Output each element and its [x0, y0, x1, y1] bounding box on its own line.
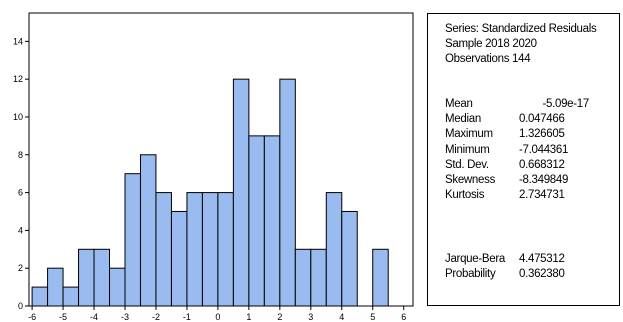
y-tick-label: 8	[18, 150, 23, 160]
observations-count: Observations 144	[445, 53, 531, 65]
stat-label: Minimum	[445, 143, 490, 156]
histogram-bar	[325, 192, 343, 307]
y-tick-label: 2	[18, 263, 23, 273]
histogram-bar	[186, 192, 203, 307]
x-tick-label: 0	[215, 312, 220, 322]
stat-row-probability: Probability 0.362380	[445, 267, 589, 282]
stat-label: Skewness	[445, 173, 496, 186]
stat-row-median: Median 0.047466	[445, 112, 589, 127]
histogram-bar	[78, 248, 95, 307]
histogram-bar	[124, 173, 141, 307]
plot-frame	[28, 12, 414, 307]
stat-value: 0.362380	[519, 268, 565, 281]
series-name: Series: Standardized Residuals	[445, 23, 597, 35]
histogram-bar	[201, 192, 219, 307]
histogram-bar	[263, 135, 281, 307]
stat-row-mean: Mean -5.09e-17	[445, 97, 589, 112]
stat-value: 1.326605	[519, 128, 565, 141]
x-tick-label: -2	[152, 312, 160, 322]
histogram-bar	[294, 248, 312, 307]
histogram-bar	[62, 286, 80, 307]
stat-label: Kurtosis	[445, 189, 485, 202]
y-tick-label: 6	[18, 188, 23, 198]
stats-header: Series: Standardized Residuals Sample 20…	[445, 22, 597, 67]
stat-row-std-dev: Std. Dev. 0.668312	[445, 158, 589, 173]
x-tick-label: -4	[90, 312, 98, 322]
histogram-bar	[155, 192, 172, 307]
stat-value: -7.044361	[519, 143, 569, 156]
x-tick-label: -5	[59, 312, 67, 322]
stat-value: 0.047466	[519, 113, 565, 126]
stat-label: Probability	[445, 268, 496, 281]
stat-row-kurtosis: Kurtosis 2.734731	[445, 188, 589, 203]
stat-label: Median	[445, 113, 481, 126]
stat-row-minimum: Minimum -7.044361	[445, 143, 589, 158]
stat-value: 4.475312	[519, 253, 565, 265]
y-tick-label: 14	[13, 36, 23, 46]
histogram-bar	[248, 135, 265, 307]
stat-label: Mean	[445, 98, 473, 110]
histogram-bar	[372, 248, 389, 307]
x-tick-label: 4	[339, 312, 344, 322]
x-tick-label: 3	[308, 312, 313, 322]
histogram-bar	[279, 78, 296, 307]
sample-range: Sample 2018 2020	[445, 38, 537, 50]
stat-value: 0.668312	[519, 158, 565, 171]
stat-label: Std. Dev.	[445, 158, 489, 171]
statistics-panel: Series: Standardized Residuals Sample 20…	[427, 13, 620, 306]
histogram-bar	[47, 267, 64, 307]
stat-value: 2.734731	[519, 189, 565, 202]
jarque-bera-table: Jarque-Bera 4.475312 Probability 0.36238…	[445, 252, 589, 282]
x-tick-label: 5	[370, 312, 375, 322]
stat-row-maximum: Maximum 1.326605	[445, 127, 589, 142]
histogram-bar	[31, 286, 49, 307]
stat-label: Maximum	[445, 128, 493, 141]
x-tick-label: 2	[277, 312, 282, 322]
stat-value: -5.09e-17	[542, 98, 589, 110]
histogram-bar	[232, 78, 250, 307]
x-tick-label: -6	[28, 312, 36, 322]
x-tick-label: -3	[121, 312, 129, 322]
descriptive-stats-table: Mean -5.09e-17 Median 0.047466 Maximum 1…	[445, 97, 589, 203]
histogram-bar	[139, 154, 157, 307]
stat-row-skewness: Skewness -8.349849	[445, 173, 589, 188]
stat-label: Jarque-Bera	[445, 253, 505, 265]
histogram-bar	[341, 210, 358, 307]
histogram-bar	[109, 267, 126, 307]
stat-row-jarque-bera: Jarque-Bera 4.475312	[445, 252, 589, 267]
y-tick-label: 10	[13, 112, 23, 122]
stat-value: -8.349849	[519, 173, 569, 186]
histogram-bar	[170, 210, 188, 307]
histogram-bar	[217, 192, 234, 307]
y-tick-label: 0	[18, 301, 23, 311]
y-tick-label: 12	[13, 74, 23, 84]
x-tick-label: 6	[401, 312, 406, 322]
histogram-bar	[93, 248, 111, 307]
x-tick-label: 1	[246, 312, 251, 322]
y-tick-label: 4	[18, 225, 23, 235]
x-tick-label: -1	[183, 312, 191, 322]
histogram-bar	[310, 248, 327, 307]
